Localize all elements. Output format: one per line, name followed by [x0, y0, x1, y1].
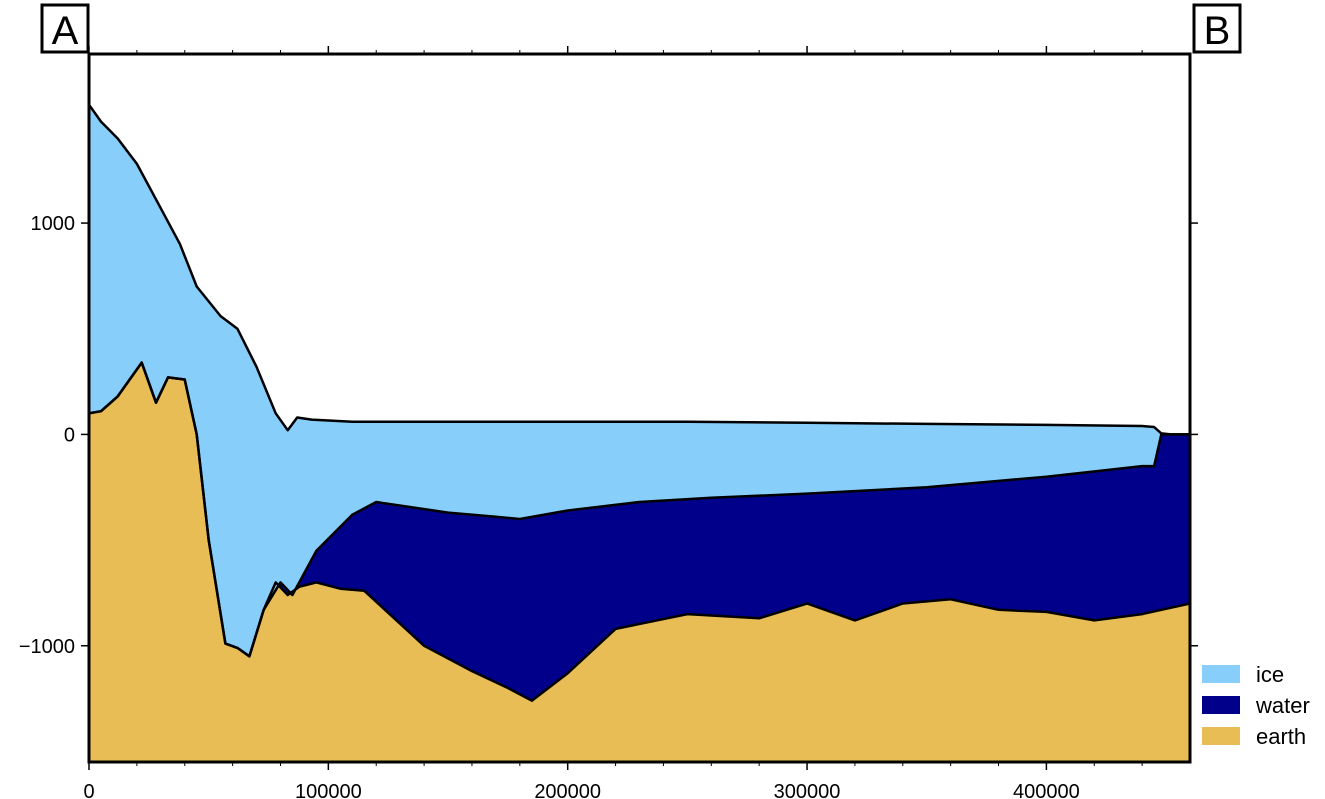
bed-line: [88, 361, 1191, 702]
y-tick-label: 0: [64, 424, 75, 446]
x-tick-label: 0: [83, 781, 94, 799]
legend-swatch-ice: [1202, 665, 1240, 683]
y-tick-label: −1000: [19, 636, 75, 658]
plot-area: [87, 103, 1191, 762]
legend-label-water: water: [1255, 693, 1310, 718]
x-tick-label: 200000: [534, 781, 601, 799]
x-tick-label: 300000: [774, 781, 841, 799]
x-tick-label: 400000: [1013, 781, 1080, 799]
end-label-right: B: [1192, 3, 1242, 54]
legend-swatch-earth: [1202, 727, 1240, 745]
axis-tick-labels: 0 100000 200000 300000 400000 1000 0 −1000: [19, 213, 1080, 799]
legend: ice water earth: [1202, 662, 1310, 749]
legend-label-ice: ice: [1256, 662, 1284, 687]
ice-surface-line: [87, 103, 1190, 436]
axis-ticks: [81, 46, 1198, 770]
legend-swatch-water: [1202, 696, 1240, 714]
plot-frame: [87, 52, 1192, 764]
water-area: [89, 362, 1190, 701]
end-label-left-text: A: [52, 9, 79, 53]
earth-area: [89, 362, 1190, 762]
end-label-right-text: B: [1204, 9, 1231, 53]
legend-label-earth: earth: [1256, 724, 1306, 749]
end-label-left: A: [40, 3, 90, 54]
x-tick-label: 100000: [295, 781, 362, 799]
y-tick-label: 1000: [31, 213, 76, 235]
